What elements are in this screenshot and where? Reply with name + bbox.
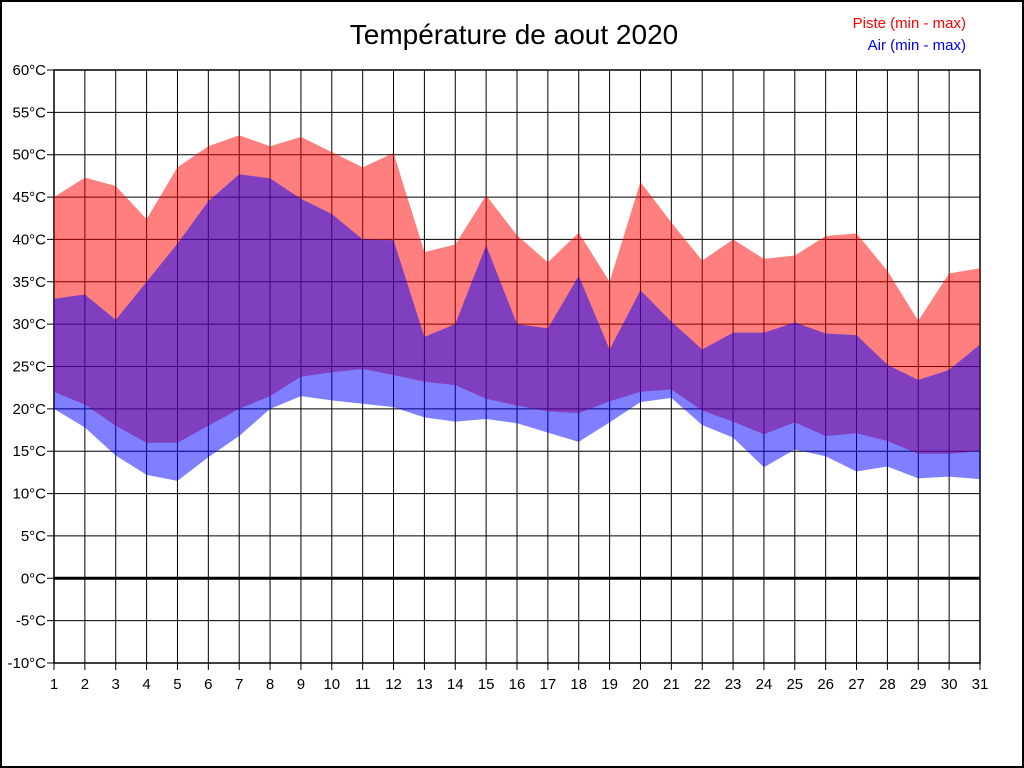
chart-legend: Piste (min - max) Air (min - max)	[853, 13, 966, 57]
x-tick-label: 11	[355, 676, 371, 693]
x-tick-label: 5	[173, 676, 181, 693]
x-tick-label: 25	[786, 676, 803, 693]
x-tick-label: 10	[323, 676, 340, 693]
x-tick-label: 24	[756, 676, 773, 693]
x-tick-label: 16	[509, 676, 526, 693]
y-tick-label: 50°C	[12, 147, 46, 164]
y-tick-label: 15°C	[12, 443, 46, 460]
x-tick-label: 29	[910, 676, 927, 693]
legend-item-air: Air (min - max)	[867, 37, 966, 54]
chart-title: Température de aout 2020	[349, 19, 679, 50]
x-tick-label: 3	[112, 676, 120, 693]
x-tick-label: 6	[204, 676, 212, 693]
y-tick-label: 40°C	[12, 231, 46, 248]
x-tick-label: 14	[447, 676, 464, 693]
x-tick-label: 31	[972, 676, 989, 693]
y-tick-label: 30°C	[12, 316, 46, 333]
x-tick-label: 1	[50, 676, 58, 693]
x-tick-label: 15	[478, 676, 495, 693]
y-tick-label: 10°C	[12, 486, 46, 503]
x-tick-label: 19	[601, 676, 618, 693]
x-tick-label: 18	[570, 676, 587, 693]
y-tick-label: 25°C	[12, 359, 46, 376]
x-tick-label: 20	[632, 676, 649, 693]
x-tick-label: 21	[663, 676, 680, 693]
x-tick-label: 26	[817, 676, 834, 693]
y-tick-label: 5°C	[21, 528, 46, 545]
x-tick-label: 28	[879, 676, 896, 693]
x-tick-label: 2	[81, 676, 89, 693]
x-tick-label: 27	[848, 676, 865, 693]
y-tick-label: 45°C	[12, 189, 46, 206]
x-tick-label: 7	[235, 676, 243, 693]
x-tick-label: 9	[297, 676, 305, 693]
legend-item-piste: Piste (min - max)	[852, 15, 966, 32]
x-tick-label: 13	[416, 676, 433, 693]
y-tick-label: 60°C	[12, 62, 46, 79]
x-tick-label: 8	[266, 676, 274, 693]
x-tick-label: 12	[385, 676, 402, 693]
y-tick-label: -5°C	[16, 613, 46, 630]
y-tick-label: 55°C	[12, 104, 46, 121]
x-tick-label: 22	[694, 676, 711, 693]
y-tick-label: -10°C	[7, 655, 46, 672]
y-tick-label: 20°C	[12, 401, 46, 418]
y-tick-label: 0°C	[21, 570, 46, 587]
x-tick-label: 4	[142, 676, 150, 693]
x-tick-label: 17	[540, 676, 557, 693]
x-tick-label: 23	[725, 676, 742, 693]
y-tick-label: 35°C	[12, 274, 46, 291]
x-tick-label: 30	[941, 676, 958, 693]
